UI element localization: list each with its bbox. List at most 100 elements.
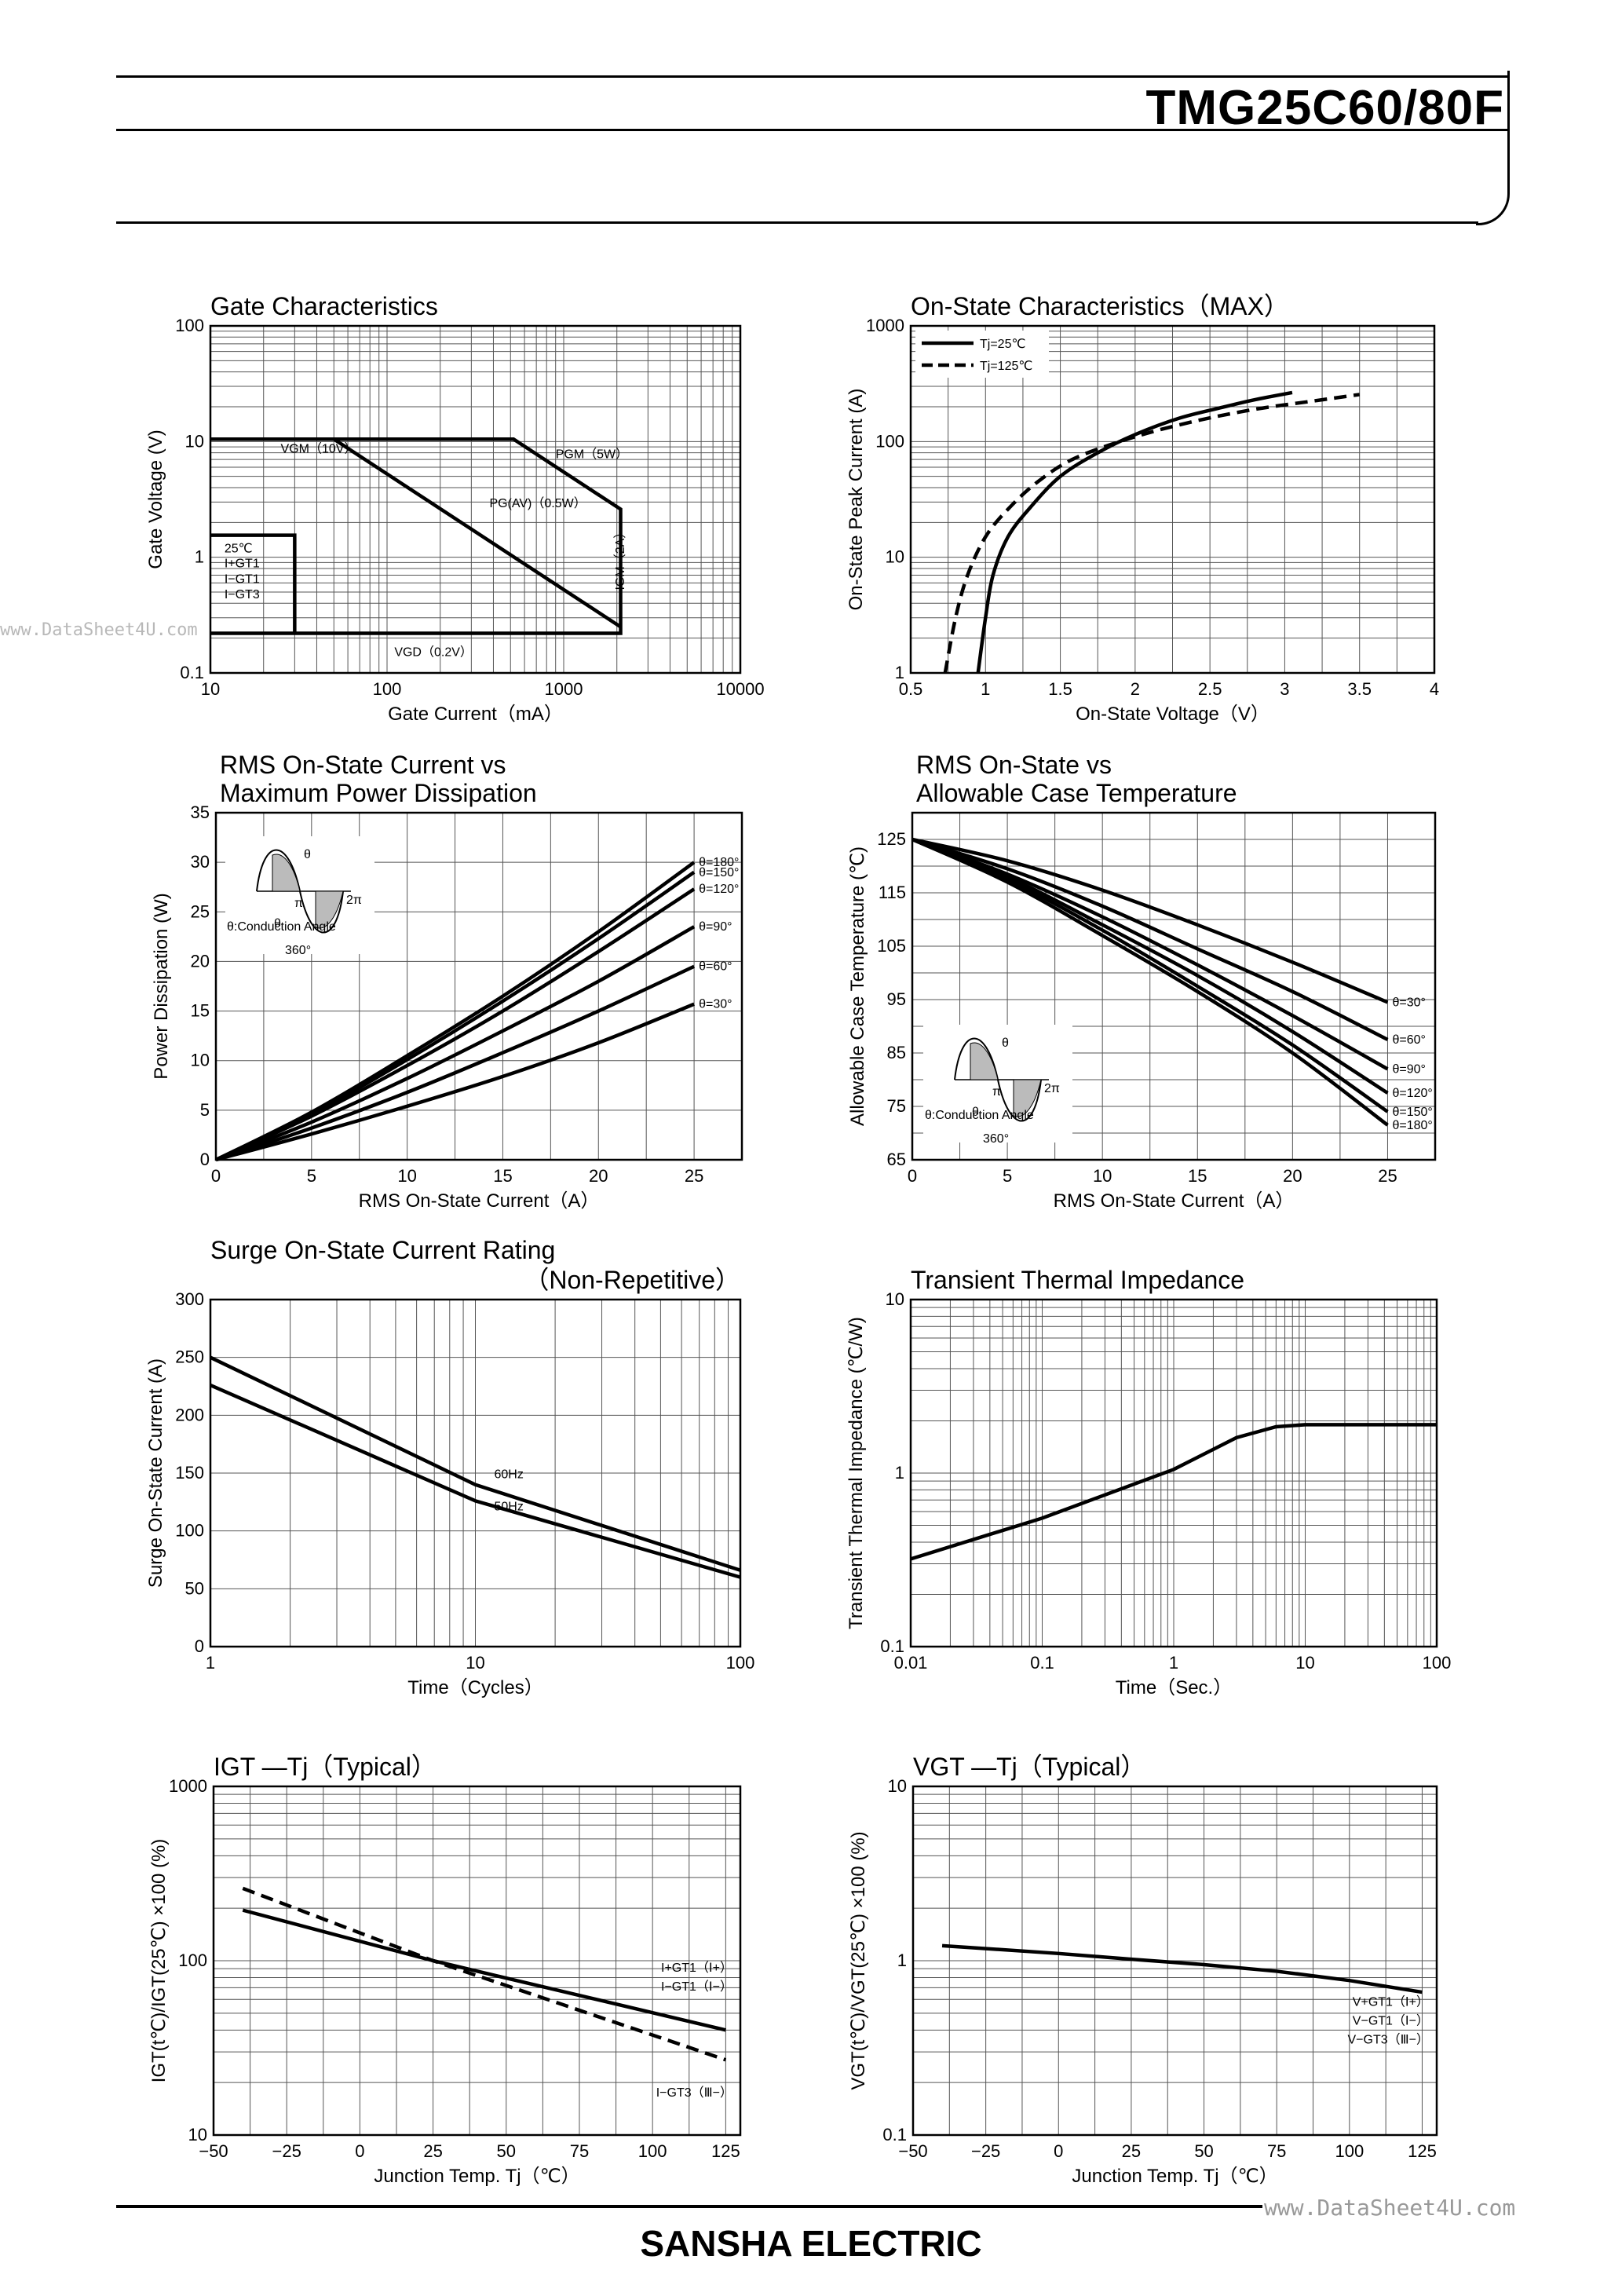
- y-tick-label: 0: [195, 1636, 204, 1656]
- inset-label: θ:Conduction Angle: [925, 1109, 1034, 1122]
- grid: [912, 1786, 1437, 2136]
- x-tick-label: 5: [1003, 1166, 1012, 1186]
- chart-igt-tj: −50 −25 0 25 50 75 100 125 10 100 1000 IGT ―Tj（Typi…: [148, 1753, 742, 2187]
- y-tick-label: 50: [185, 1578, 204, 1598]
- y-tick-label: 1000: [169, 1776, 207, 1796]
- y-tick-label: 10: [191, 1051, 210, 1070]
- plot-area: −50 −25 0 25 50 75 100 125 10 100 1000 IGT ―Tj（Typi…: [148, 1753, 742, 2187]
- y-axis-label: Gate Voltage (V): [145, 430, 166, 569]
- x-tick-label: 50: [1194, 2141, 1213, 2161]
- series-label: θ=120°: [699, 883, 739, 896]
- x-tick-label: 100: [1423, 1653, 1452, 1673]
- legend-label: Tj=125℃: [980, 360, 1032, 373]
- x-axis-label: Gate Current（mA）: [388, 704, 563, 725]
- y-tick-label: 95: [887, 989, 906, 1009]
- series-line: [976, 390, 1293, 674]
- x-tick-label: 15: [1188, 1166, 1207, 1186]
- y-tick-label: 105: [877, 936, 906, 956]
- chart-title: Gate Characteristics: [210, 292, 438, 320]
- chart-title: Transient Thermal Impedance: [911, 1266, 1244, 1294]
- plot-area: −50 −25 0 25 50 75 100 125 0.1 1 10 VGT ―Tj（Typical…: [848, 1753, 1438, 2187]
- plot-area: 0 5 10 15 20 25 65 75 85 95 105 115 125 RMS On-State …: [847, 751, 1437, 1212]
- annotation: PGM（5W）: [556, 447, 628, 461]
- chart-gate-characteristics: 10 100 1000 10000 0.1 1 10 100 Gate Characterist…: [145, 292, 765, 725]
- x-tick-label: 0.1: [1030, 1653, 1054, 1673]
- header-rule-bottom: [116, 221, 1478, 224]
- plot-frame: [209, 324, 742, 675]
- inset-label: θ: [972, 1106, 979, 1119]
- plot-frame: [212, 1785, 742, 2137]
- y-tick-label: 65: [887, 1150, 906, 1169]
- x-tick-label: 0: [211, 1166, 221, 1186]
- series-line: [242, 1886, 727, 2062]
- x-tick-label: 100: [1335, 2141, 1364, 2161]
- series-label: 60Hz: [495, 1468, 524, 1482]
- y-tick-label: 125: [877, 829, 906, 849]
- x-tick-label: 25: [423, 2141, 442, 2161]
- inset-label: π: [992, 1085, 1001, 1099]
- y-tick-label: 10: [185, 431, 204, 451]
- x-tick-label: 25: [685, 1166, 703, 1186]
- chart-title: IGT ―Tj（Typical）: [214, 1753, 437, 1781]
- x-tick-label: 15: [493, 1166, 512, 1186]
- series-label: θ=30°: [1392, 996, 1425, 1009]
- inset-conduction: [1013, 1079, 1042, 1117]
- inset-label: 360°: [285, 944, 311, 957]
- x-tick-label: −50: [199, 2141, 228, 2161]
- company-name: SANSHA ELECTRIC: [640, 2223, 982, 2264]
- x-tick-label: 75: [1267, 2141, 1286, 2161]
- series-line: [911, 837, 1389, 1127]
- x-tick-label: 0: [908, 1166, 917, 1186]
- grid: [910, 326, 1435, 674]
- x-tick-label: 1.5: [1048, 679, 1072, 699]
- x-tick-label: 5: [307, 1166, 316, 1186]
- y-tick-label: 200: [175, 1405, 204, 1424]
- inset-label: θ: [1002, 1036, 1009, 1050]
- y-tick-label: 75: [887, 1096, 906, 1116]
- curve-label: V−GT3（Ⅲ−）: [1347, 2033, 1429, 2047]
- series-line: [215, 964, 696, 1162]
- series-group: [214, 861, 696, 1162]
- x-tick-label: 4: [1430, 679, 1439, 699]
- y-tick-label: 85: [887, 1043, 906, 1062]
- x-tick-label: 2.5: [1198, 679, 1222, 699]
- chart-title: Surge On-State Current Rating: [210, 1236, 555, 1264]
- x-tick-label: 3: [1280, 679, 1289, 699]
- annotation: PG(AV)（0.5W）: [489, 496, 586, 510]
- curve-label: V+GT1（Ⅰ+）: [1353, 1995, 1429, 2009]
- series-group: [943, 390, 1361, 674]
- inset-label: θ:Conduction Angle: [227, 920, 336, 934]
- series-label: θ=180°: [699, 856, 739, 869]
- y-tick-label: 100: [175, 1521, 204, 1541]
- chart-title: RMS On-State vs: [916, 751, 1112, 779]
- y-tick-label: 10: [888, 1776, 907, 1796]
- inset-label: θ: [304, 848, 311, 861]
- series-line: [943, 393, 1361, 674]
- series-line: [911, 837, 1389, 1004]
- inset-label: π: [294, 897, 303, 910]
- header-rule-mid: [116, 129, 1507, 131]
- x-tick-label: 50: [497, 2141, 516, 2161]
- inset-conduction: [315, 890, 344, 929]
- annotation: I+GT1: [225, 557, 260, 570]
- y-tick-label: 5: [200, 1100, 210, 1120]
- series-group: [941, 1943, 1423, 1994]
- y-axis-label: Surge On-State Current (A): [145, 1358, 166, 1588]
- y-tick-label: 10: [886, 547, 904, 567]
- x-tick-label: −25: [971, 2141, 1000, 2161]
- y-tick-label: 100: [175, 316, 204, 335]
- part-number: TMG25C60/80F: [1145, 81, 1504, 135]
- chart-rms-case-temperature: 0 5 10 15 20 25 65 75 85 95 105 115 125 RMS On-State …: [847, 751, 1437, 1212]
- series-group: [911, 837, 1389, 1127]
- chart-vgt-tj: −50 −25 0 25 50 75 100 125 0.1 1 10 VGT ―Tj（Typical…: [848, 1753, 1438, 2187]
- x-tick-label: 10000: [716, 679, 764, 699]
- footer-rule: [116, 2205, 1262, 2208]
- series-group: [242, 1886, 727, 2062]
- x-tick-label: 10: [1295, 1653, 1314, 1673]
- x-tick-label: 100: [373, 679, 402, 699]
- y-tick-label: 20: [191, 951, 210, 971]
